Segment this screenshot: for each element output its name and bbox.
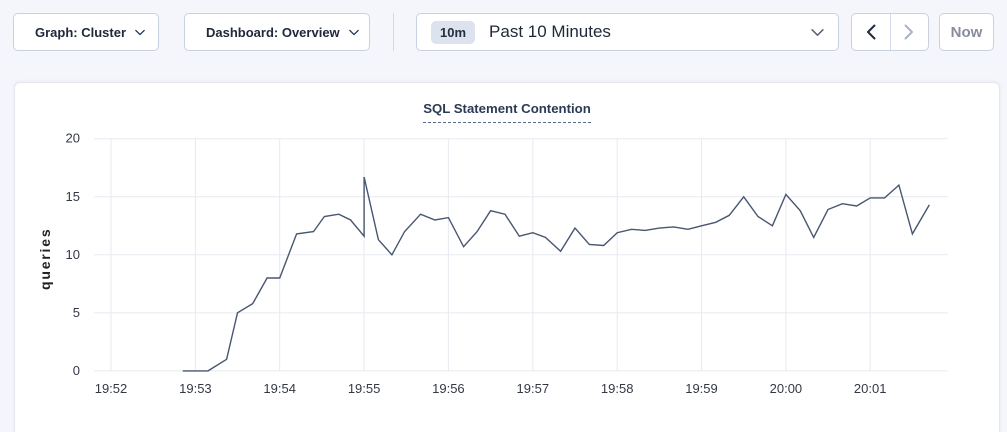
svg-text:19:56: 19:56 xyxy=(432,381,465,396)
svg-text:19:53: 19:53 xyxy=(179,381,212,396)
svg-text:19:59: 19:59 xyxy=(685,381,718,396)
svg-text:19:58: 19:58 xyxy=(601,381,634,396)
svg-text:19:55: 19:55 xyxy=(348,381,381,396)
svg-text:19:52: 19:52 xyxy=(95,381,128,396)
svg-text:0: 0 xyxy=(73,363,80,378)
svg-text:15: 15 xyxy=(66,189,80,204)
svg-text:20:00: 20:00 xyxy=(770,381,803,396)
svg-text:5: 5 xyxy=(73,305,80,320)
svg-text:19:54: 19:54 xyxy=(263,381,296,396)
svg-text:19:57: 19:57 xyxy=(517,381,550,396)
svg-text:10: 10 xyxy=(66,247,80,262)
svg-text:20:01: 20:01 xyxy=(854,381,887,396)
svg-text:20: 20 xyxy=(66,133,80,146)
